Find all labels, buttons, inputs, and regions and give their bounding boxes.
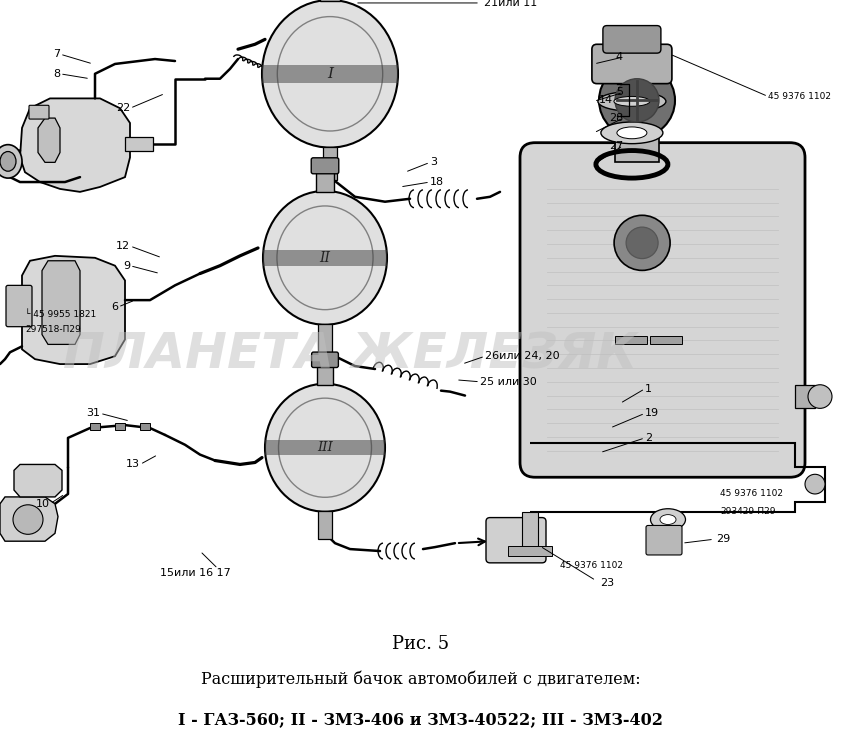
Circle shape (615, 79, 659, 122)
Bar (140, 423, 150, 430)
Circle shape (626, 227, 658, 259)
Bar (125, 137, 153, 150)
Text: II: II (319, 251, 331, 265)
Bar (318, 324, 332, 354)
Text: 8: 8 (53, 68, 60, 79)
Text: 22: 22 (115, 103, 130, 113)
Circle shape (599, 63, 675, 138)
Text: 28: 28 (609, 113, 623, 123)
Text: 26или 24, 20: 26или 24, 20 (485, 351, 560, 361)
Bar (522, 512, 538, 551)
Polygon shape (38, 118, 60, 162)
Text: 45 9376 1102: 45 9376 1102 (768, 92, 831, 101)
Ellipse shape (263, 191, 387, 324)
Bar (321, 0, 339, 1)
Polygon shape (20, 98, 130, 192)
Polygon shape (0, 497, 58, 541)
Bar (615, 336, 647, 344)
FancyBboxPatch shape (29, 106, 49, 119)
FancyBboxPatch shape (486, 518, 546, 563)
Text: 45 9376 1102: 45 9376 1102 (560, 561, 623, 571)
Text: 19: 19 (645, 408, 659, 418)
Ellipse shape (0, 144, 22, 178)
Bar (615, 135, 659, 162)
Text: 45 9376 1102: 45 9376 1102 (720, 490, 783, 498)
Text: 21или 11: 21или 11 (484, 0, 537, 8)
FancyBboxPatch shape (592, 45, 672, 83)
Ellipse shape (614, 97, 650, 106)
Text: 31: 31 (86, 408, 100, 418)
Text: 3: 3 (430, 158, 437, 167)
Ellipse shape (660, 515, 676, 525)
Text: 1: 1 (645, 384, 652, 394)
Circle shape (805, 474, 825, 494)
Circle shape (614, 215, 670, 270)
Text: 7: 7 (53, 49, 60, 59)
Text: III: III (317, 441, 333, 455)
Text: 5: 5 (616, 88, 623, 97)
FancyBboxPatch shape (312, 158, 338, 174)
Polygon shape (22, 256, 125, 364)
Text: 15или 16 17: 15или 16 17 (160, 568, 231, 577)
Text: 297518-П29: 297518-П29 (25, 325, 81, 334)
Text: Рис. 5: Рис. 5 (392, 635, 450, 652)
FancyBboxPatch shape (520, 143, 805, 477)
Text: 14: 14 (599, 95, 613, 105)
Bar (318, 510, 332, 539)
Polygon shape (14, 464, 62, 497)
Bar (115, 423, 125, 430)
Bar (317, 171, 333, 192)
Text: 25 или 30: 25 или 30 (480, 376, 536, 387)
Bar (322, 147, 338, 180)
Text: 10: 10 (36, 498, 50, 509)
Bar (317, 365, 333, 385)
Bar (508, 546, 552, 556)
Text: 4: 4 (616, 52, 623, 62)
Ellipse shape (262, 0, 398, 147)
Text: 293429-П29: 293429-П29 (720, 507, 775, 516)
FancyBboxPatch shape (603, 25, 661, 53)
Bar (650, 336, 682, 344)
Circle shape (808, 385, 832, 408)
Ellipse shape (651, 509, 685, 530)
Ellipse shape (0, 152, 16, 171)
FancyBboxPatch shape (646, 525, 682, 555)
Text: └ 45 9955 1821: └ 45 9955 1821 (25, 310, 96, 319)
Text: 23: 23 (600, 577, 614, 588)
Text: ПЛАНЕТА ЖЕЛЕЗЯК: ПЛАНЕТА ЖЕЛЕЗЯК (63, 330, 637, 378)
FancyBboxPatch shape (6, 286, 32, 327)
Ellipse shape (265, 384, 385, 512)
Bar (262, 65, 398, 83)
Text: 29: 29 (716, 534, 730, 544)
Ellipse shape (13, 504, 43, 534)
Bar (265, 440, 385, 455)
Ellipse shape (617, 127, 647, 138)
Polygon shape (42, 260, 80, 344)
Ellipse shape (601, 122, 663, 144)
Text: 2: 2 (645, 433, 652, 443)
Text: I: I (327, 67, 333, 81)
Bar (263, 250, 387, 266)
FancyBboxPatch shape (312, 352, 338, 368)
Text: 13: 13 (126, 460, 140, 469)
Text: 18: 18 (430, 177, 444, 187)
Text: 9: 9 (123, 260, 130, 271)
Bar (795, 385, 815, 408)
Text: 12: 12 (116, 241, 130, 251)
Text: I - ГАЗ-560; II - ЗМЗ-406 и ЗМЗ-40522; III - ЗМЗ-402: I - ГАЗ-560; II - ЗМЗ-406 и ЗМЗ-40522; I… (179, 711, 663, 728)
Ellipse shape (598, 92, 666, 111)
Text: 27: 27 (609, 141, 623, 150)
Text: Расширительный бачок автомобилей с двигателем:: Расширительный бачок автомобилей с двига… (201, 671, 641, 688)
Text: 6: 6 (111, 302, 118, 312)
Bar (90, 423, 100, 430)
